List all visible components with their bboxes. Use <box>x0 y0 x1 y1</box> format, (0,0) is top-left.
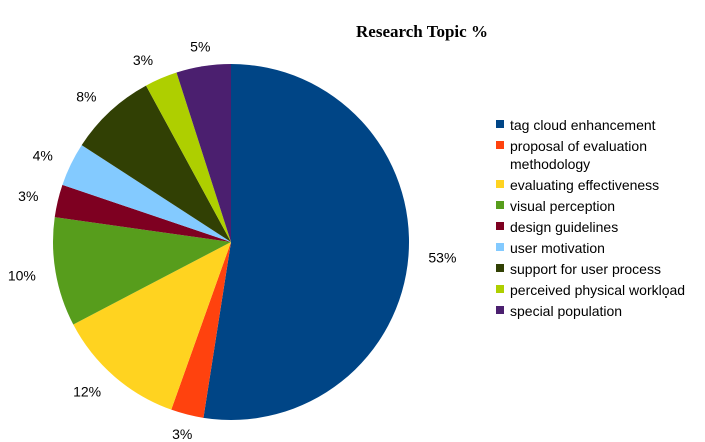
legend-label: evaluating effectiveness <box>510 177 660 193</box>
pie-slice <box>203 64 410 420</box>
legend-label: user motivation <box>510 240 605 256</box>
slice-data-label: 4% <box>33 148 53 164</box>
legend-item: design guidelines <box>496 218 701 236</box>
legend-label: special population <box>510 303 623 319</box>
slice-data-label: 3% <box>133 52 153 68</box>
stray-dot <box>665 296 667 298</box>
legend-swatch <box>496 243 504 251</box>
legend-label: visual perception <box>510 198 616 214</box>
pie-slice <box>73 242 231 410</box>
legend-item: perceived physical workload <box>496 281 701 299</box>
legend: tag cloud enhancement proposal of evaluat… <box>496 116 701 323</box>
slice-data-label: 5% <box>190 38 210 54</box>
legend-swatch <box>496 201 504 209</box>
pie-slice <box>146 72 231 242</box>
legend-item: user motivation <box>496 239 701 257</box>
slice-data-label: 3% <box>18 188 38 204</box>
legend-item: visual perception <box>496 197 701 215</box>
legend-swatch <box>496 120 504 128</box>
legend-swatch <box>496 306 504 314</box>
pie-slice <box>54 184 231 242</box>
slice-data-label: 10% <box>8 268 36 284</box>
slice-data-label: 53% <box>428 249 456 265</box>
pie-slice <box>81 85 231 242</box>
pie-slice <box>171 242 231 418</box>
legend-label: proposal of evaluation methodology <box>510 138 647 172</box>
slice-data-label: 12% <box>73 384 101 400</box>
legend-swatch <box>496 285 504 293</box>
pie-slice <box>62 145 231 242</box>
pie-slice <box>52 217 232 325</box>
legend-label: perceived physical workload <box>510 282 686 298</box>
pie-slice <box>176 64 231 242</box>
legend-item: proposal of evaluation methodology <box>496 137 701 173</box>
chart-title: Research Topic % <box>356 22 488 41</box>
legend-item: tag cloud enhancement <box>496 116 701 134</box>
legend-label: design guidelines <box>510 219 619 235</box>
legend-item: evaluating effectiveness <box>496 176 701 194</box>
legend-swatch <box>496 141 504 149</box>
legend-swatch <box>496 222 504 230</box>
legend-item: special population <box>496 302 701 320</box>
slice-data-label: 8% <box>76 89 96 105</box>
slice-data-label: 3% <box>172 426 192 442</box>
legend-item: support for user process <box>496 260 701 278</box>
legend-label: tag cloud enhancement <box>510 117 656 133</box>
legend-label: support for user process <box>510 261 661 277</box>
legend-swatch <box>496 180 504 188</box>
legend-swatch <box>496 264 504 272</box>
